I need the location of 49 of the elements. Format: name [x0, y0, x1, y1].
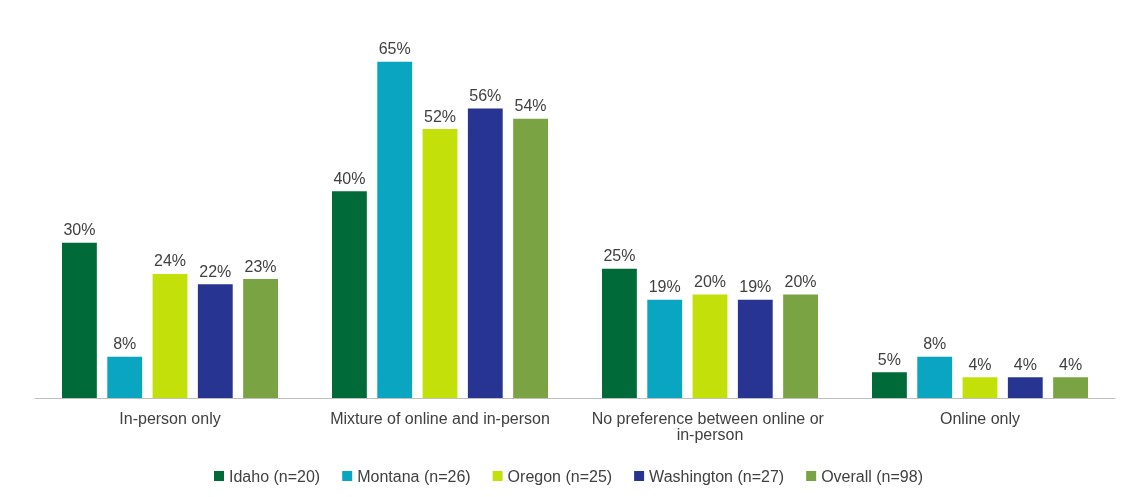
data-label: 20%	[693, 273, 727, 291]
x-tick-label: Mixture of online and in-person	[330, 409, 550, 427]
bar	[602, 268, 637, 398]
data-label: 25%	[603, 247, 636, 265]
bar	[737, 299, 773, 398]
bar	[332, 191, 367, 398]
data-label: 4%	[1059, 355, 1083, 373]
data-label: 19%	[648, 278, 681, 296]
data-label: 5%	[877, 350, 901, 368]
bar	[962, 377, 998, 398]
bar	[467, 108, 503, 398]
data-label: 19%	[739, 278, 772, 296]
data-label: 40%	[333, 169, 366, 187]
data-label: 8%	[923, 335, 947, 353]
bar	[783, 294, 818, 398]
x-tick-label: In-person only	[119, 409, 221, 427]
legend-label: Oregon (n=25)	[507, 467, 613, 485]
bar	[872, 372, 907, 398]
bar	[197, 284, 233, 398]
legend-label: Montana (n=26)	[357, 467, 471, 485]
bar	[422, 129, 458, 398]
bar	[107, 356, 143, 398]
x-tick-label: No preference between online or in-person	[591, 409, 829, 443]
data-label: 56%	[469, 86, 502, 104]
data-label: 4%	[968, 355, 992, 373]
bar	[647, 299, 683, 398]
data-label: 22%	[199, 262, 232, 280]
bar	[243, 279, 278, 398]
data-label: 20%	[784, 273, 817, 291]
data-label: 30%	[63, 221, 96, 239]
bar	[1007, 377, 1043, 398]
data-label: 65%	[378, 40, 411, 58]
legend-label: Overall (n=98)	[821, 467, 923, 485]
bar	[917, 356, 953, 398]
data-label: 24%	[153, 252, 187, 270]
bar	[692, 294, 728, 398]
data-label: 52%	[423, 107, 457, 125]
bar	[152, 273, 188, 398]
data-label: 4%	[1013, 355, 1037, 373]
data-label: 8%	[113, 335, 137, 353]
data-label: 54%	[514, 97, 547, 115]
x-tick-label: Online only	[939, 409, 1021, 427]
bar	[513, 118, 548, 398]
legend-label: Washington (n=27)	[649, 467, 785, 485]
legend-label: Idaho (n=20)	[229, 467, 321, 485]
bar	[1053, 377, 1088, 398]
bar	[62, 242, 97, 398]
bar	[377, 61, 413, 398]
data-label: 23%	[244, 257, 277, 275]
